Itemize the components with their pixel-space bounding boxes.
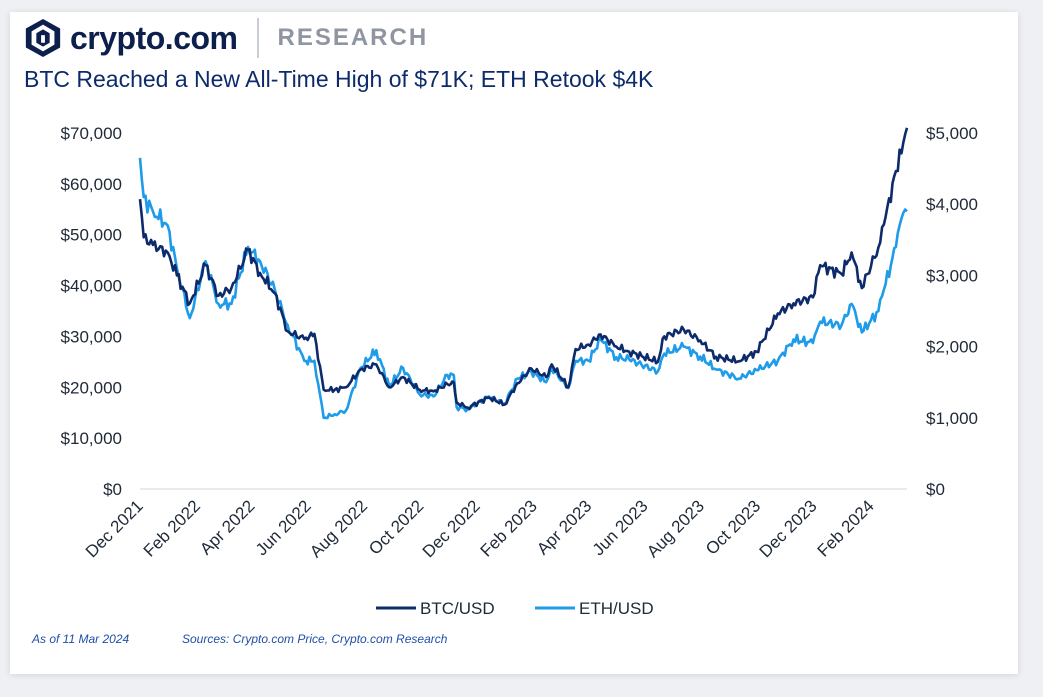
x-tick-label: Oct 2022 — [365, 496, 427, 558]
y-left-tick-label: $40,000 — [61, 277, 122, 296]
legend-btc-label: BTC/USD — [420, 599, 495, 618]
y-left-tick-label: $20,000 — [61, 378, 122, 397]
y-right-tick-label: $4,000 — [926, 195, 978, 214]
x-tick-label: Feb 2022 — [140, 496, 204, 560]
x-tick-label: Apr 2023 — [533, 496, 595, 558]
x-tick-label: Dec 2021 — [82, 496, 147, 561]
report-header: crypto.com RESEARCH — [24, 16, 428, 60]
chart-title: BTC Reached a New All-Time High of $71K;… — [24, 66, 654, 92]
y-left-tick-label: $30,000 — [61, 327, 122, 346]
x-tick-label: Apr 2022 — [196, 496, 258, 558]
y-right-tick-label: $3,000 — [926, 266, 978, 285]
x-tick-label: Oct 2023 — [702, 496, 764, 558]
y-right-tick-label: $5,000 — [926, 124, 978, 143]
btc-usd-line — [138, 127, 909, 411]
y-right-tick-label: $2,000 — [926, 338, 978, 357]
legend-eth-label: ETH/USD — [579, 599, 654, 618]
x-tick-label: Aug 2022 — [306, 496, 371, 561]
x-tick-label: Dec 2022 — [419, 496, 484, 561]
chart-card — [10, 12, 1018, 674]
x-tick-label: Dec 2023 — [756, 496, 821, 561]
crypto-com-logo-icon — [25, 18, 61, 58]
eth-usd-line — [138, 157, 908, 420]
sources-note: Sources: Crypto.com Price, Crypto.com Re… — [182, 632, 448, 646]
x-tick-label: Jun 2022 — [252, 496, 315, 559]
x-tick-label: Jun 2023 — [589, 496, 652, 559]
y-left-tick-label: $60,000 — [61, 175, 122, 194]
x-tick-label: Feb 2024 — [814, 496, 878, 560]
as-of-date: As of 11 Mar 2024 — [32, 632, 130, 646]
x-tick-label: Aug 2023 — [643, 496, 708, 561]
y-left-tick-label: $50,000 — [61, 226, 122, 245]
y-left-tick-label: $70,000 — [61, 124, 122, 143]
x-tick-label: Feb 2023 — [477, 496, 541, 560]
y-right-tick-label: $0 — [926, 480, 945, 499]
y-right-tick-label: $1,000 — [926, 409, 978, 428]
y-left-tick-label: $0 — [103, 480, 122, 499]
y-left-tick-label: $10,000 — [61, 429, 122, 448]
header-divider — [257, 18, 260, 58]
brand-name: crypto.com — [70, 19, 238, 56]
section-label: RESEARCH — [277, 24, 429, 51]
